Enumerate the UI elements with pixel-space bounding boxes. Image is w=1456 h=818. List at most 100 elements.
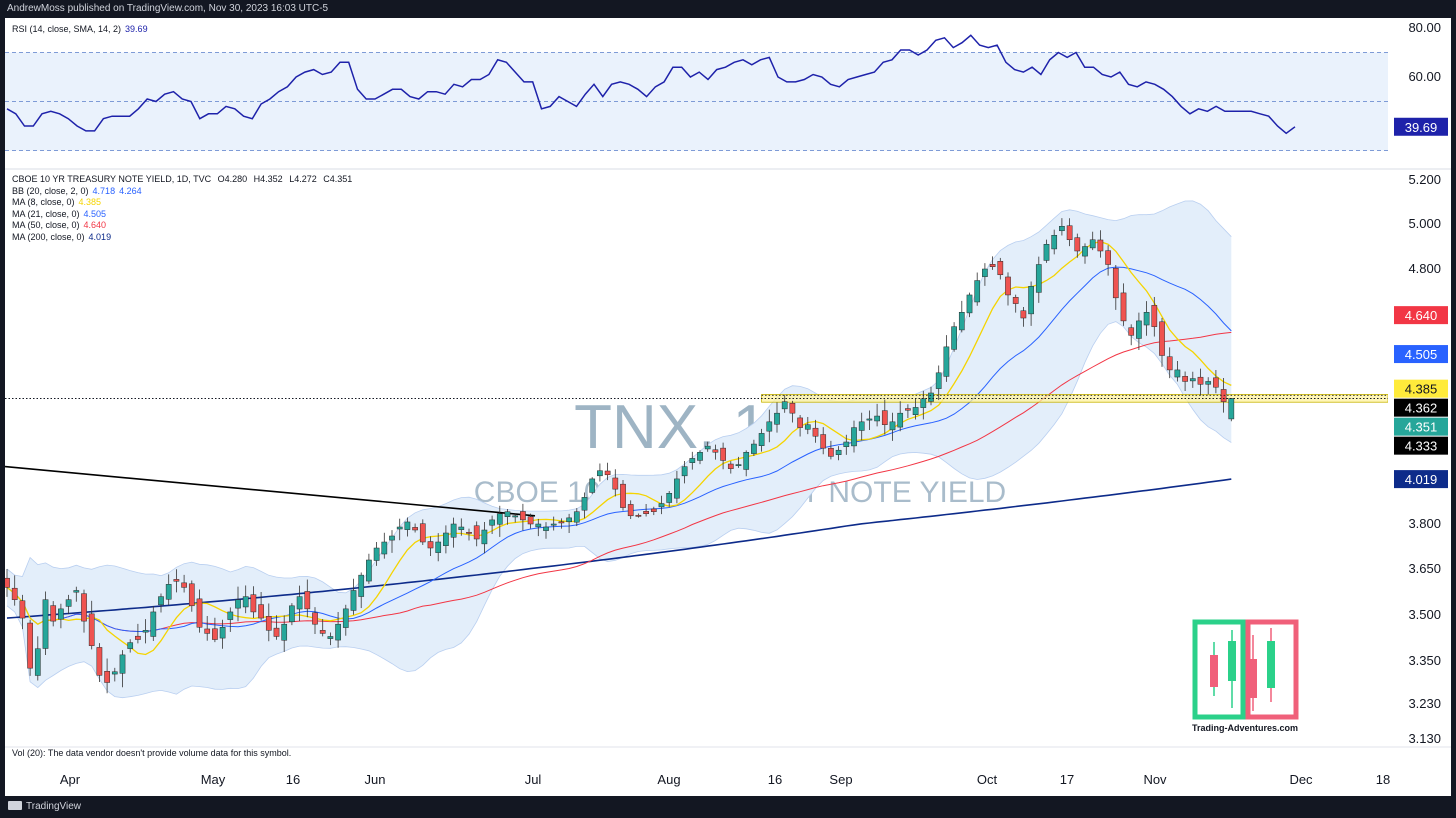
candle — [135, 623, 141, 644]
indicator-legend-item[interactable]: MA (8, close, 0) 4.385 — [12, 197, 352, 209]
candle — [712, 444, 719, 460]
candle-body — [974, 280, 981, 303]
indicator-value: 4.505 — [83, 208, 107, 219]
indicator-legend-item[interactable]: BB (20, close, 2, 0) 4.718 4.264 — [12, 186, 352, 198]
candle — [550, 516, 557, 531]
candle — [543, 522, 549, 539]
price-legend[interactable]: CBOE 10 YR TREASURY NOTE YIELD, 1D, TVC … — [12, 174, 352, 243]
candle-body — [227, 611, 234, 620]
rsi-axis-tick: 80.00 — [1408, 20, 1441, 35]
candle — [612, 469, 619, 497]
candle — [489, 515, 495, 535]
candle — [1151, 296, 1158, 337]
time-axis-label: Jul — [525, 772, 542, 787]
candle-body — [181, 582, 187, 588]
candle — [843, 434, 850, 455]
time-axis-label: 16 — [768, 772, 782, 787]
tradingview-brand[interactable]: TradingView — [8, 801, 81, 812]
candle-body — [142, 630, 149, 633]
candle — [982, 263, 988, 286]
candle — [1120, 283, 1127, 326]
time-axis-label: Sep — [829, 772, 852, 787]
candle — [974, 272, 981, 306]
rsi-panel — [5, 34, 1388, 151]
candle-body — [281, 623, 288, 641]
candle-body — [820, 434, 827, 449]
candle — [188, 580, 195, 612]
candle-body — [1105, 250, 1111, 265]
candle-body — [1213, 377, 1219, 388]
candle — [966, 292, 973, 318]
rsi-tag-bg — [1394, 117, 1448, 136]
indicator-legend-item[interactable]: MA (21, close, 0) 4.505 — [12, 209, 352, 221]
candle — [866, 410, 873, 431]
candle — [281, 615, 288, 652]
candle-body — [774, 412, 780, 425]
price-tag-bg — [1394, 470, 1448, 489]
candle-body — [396, 526, 403, 530]
candle-body — [5, 577, 10, 588]
candle-body — [635, 514, 642, 517]
candle — [689, 451, 696, 470]
candle-body — [835, 449, 842, 455]
price-tag: 4.019 — [1394, 470, 1448, 489]
candle — [88, 600, 95, 650]
candle — [604, 462, 611, 481]
candle-body — [27, 622, 33, 669]
published-caption: AndrewMoss published on TradingView.com,… — [7, 3, 329, 14]
candle — [874, 403, 880, 427]
candle — [789, 400, 796, 423]
rsi-axis-tick: 60.00 — [1408, 69, 1441, 84]
candle-body — [1143, 312, 1150, 326]
chart-canvas[interactable]: TNX, 1D CBOE 10 YR TREASURY NOTE YIELD 8… — [5, 18, 1451, 796]
candle-body — [920, 398, 927, 408]
candle-body — [674, 478, 680, 499]
candle — [727, 461, 734, 474]
candle — [381, 532, 388, 559]
candle — [766, 409, 773, 443]
price-tag-text: 4.362 — [1405, 401, 1438, 416]
candle-body — [935, 372, 942, 389]
candle — [627, 500, 634, 520]
candle-body — [150, 611, 157, 637]
candle-body — [627, 504, 634, 517]
rsi-tag-text: 39.69 — [1405, 120, 1438, 135]
indicator-legend-item[interactable]: MA (50, close, 0) 4.640 — [12, 220, 352, 232]
candle-body — [928, 392, 934, 402]
candle — [427, 536, 434, 557]
candle-body — [828, 447, 834, 457]
logo-candle — [1267, 641, 1275, 688]
candle-body — [81, 593, 87, 622]
candle-body — [558, 521, 565, 524]
rsi-legend[interactable]: RSI (14, close, SMA, 14, 2) 39.69 — [12, 24, 148, 34]
price-tag-text: 4.351 — [1405, 420, 1438, 435]
indicator-legend-item[interactable]: MA (200, close, 0) 4.019 — [12, 232, 352, 244]
candle-body — [712, 449, 719, 453]
candle-body — [104, 671, 110, 683]
candle — [520, 503, 526, 531]
candle-body — [573, 511, 580, 523]
candle-body — [1166, 356, 1173, 371]
candle-body — [550, 523, 557, 526]
candle — [366, 553, 372, 584]
rsi-label: RSI (14, close, SMA, 14, 2) — [12, 24, 122, 34]
candle — [635, 513, 642, 518]
price-axis-tick: 3.130 — [1408, 731, 1441, 746]
candle-body — [258, 604, 264, 619]
candle-body — [1228, 398, 1235, 420]
candle-body — [443, 532, 449, 546]
candle — [989, 256, 996, 270]
candle — [1012, 294, 1019, 313]
candle-body — [135, 635, 141, 640]
candle-body — [65, 599, 72, 607]
candle-body — [743, 452, 750, 470]
bollinger-lower-line — [6, 321, 1232, 699]
candle — [181, 574, 187, 593]
candle — [242, 585, 249, 614]
candle — [65, 594, 72, 615]
candle — [412, 523, 418, 533]
candle-body — [851, 427, 857, 447]
indicator-value: 4.019 — [88, 231, 112, 242]
candle-body — [843, 441, 850, 447]
candle — [1213, 370, 1219, 394]
